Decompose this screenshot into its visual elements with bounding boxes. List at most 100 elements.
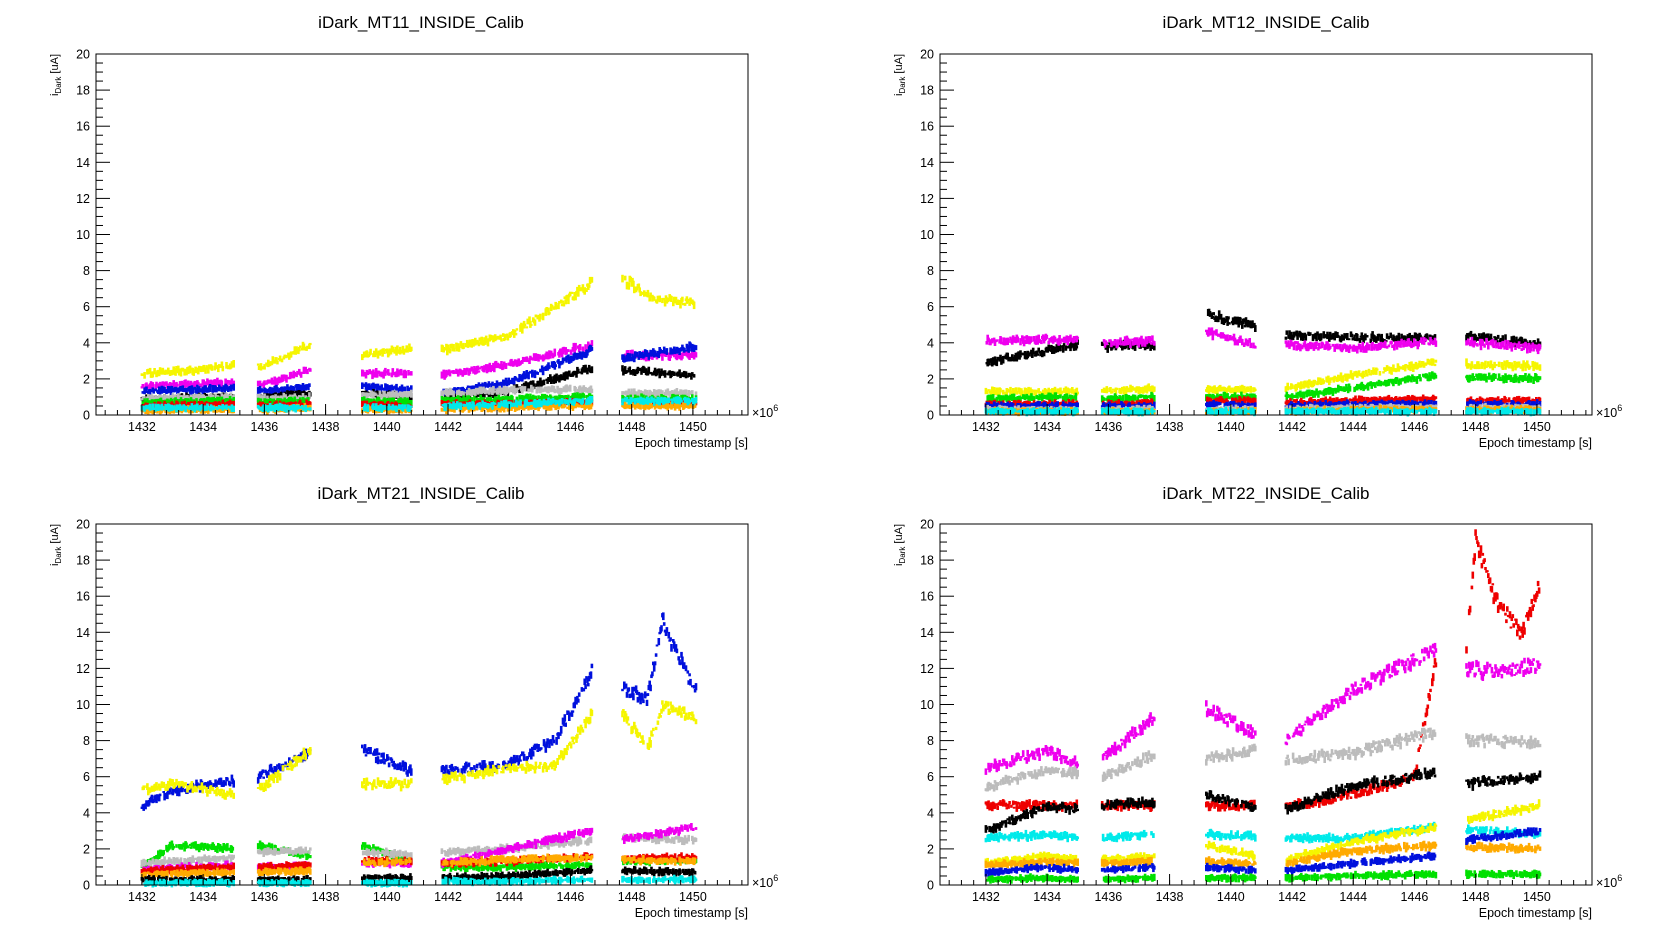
data-point [648,295,651,302]
data-point [1378,371,1382,376]
data-point [670,371,673,377]
data-point [578,371,582,374]
data-point [152,388,155,394]
data-point [387,349,391,356]
data-point [567,349,570,352]
data-point [1105,386,1109,394]
data-point [483,391,486,398]
data-point [274,379,277,386]
data-point [654,353,658,357]
data-point [541,312,545,321]
data-point [527,388,530,393]
data-point [161,367,165,374]
data-point [1075,335,1079,343]
data-point [304,392,307,398]
data-point [574,293,577,301]
data-point [1074,392,1078,401]
data-point [177,402,180,407]
data-point [404,370,407,379]
data-point [559,394,562,402]
data-point [631,349,634,357]
data-point [477,370,481,373]
data-point [361,370,365,375]
data-point [625,281,629,290]
data-point [1129,340,1132,348]
data-point [185,404,188,407]
series-magenta [985,327,1542,355]
data-point [465,343,468,348]
data-point [528,357,531,364]
data-point [1397,332,1401,338]
data-point [633,355,636,363]
data-point [476,365,480,371]
data-point [539,313,542,320]
series-green [986,371,1542,404]
data-point [390,384,394,390]
data-point [521,395,525,403]
data-point [1076,336,1079,339]
data-point [628,353,632,359]
data-point [395,383,398,391]
data-point [369,348,372,355]
data-point [474,390,477,396]
data-point [386,369,390,376]
data-point [293,372,297,376]
data-point [672,301,675,307]
data-point [288,397,291,404]
data-point [486,338,490,347]
data-point [691,390,694,396]
data-point [511,395,514,404]
series-blue [141,341,698,398]
data-point [532,383,536,389]
data-point [1309,332,1312,336]
data-point [1030,336,1033,342]
data-point [563,404,567,408]
data-point [664,389,668,396]
data-point [266,399,269,407]
data-point [525,356,529,362]
data-point [232,383,235,391]
data-point [210,365,214,371]
data-point [527,320,530,325]
data-point [157,398,160,404]
data-point [474,387,478,393]
data-point [1042,351,1046,357]
data-point [374,348,378,355]
data-point [560,395,564,401]
data-point [568,291,572,296]
data-point [514,333,518,336]
data-point [396,345,399,352]
data-point [450,389,454,396]
data-point [167,367,170,375]
data-point [215,387,218,393]
data-point [676,299,680,305]
data-point [681,296,684,302]
data-point [168,370,172,376]
data-point [473,395,476,403]
data-point [550,379,554,383]
data-point [621,391,624,396]
data-point [485,383,489,387]
data-point [170,399,174,403]
data-point [462,342,465,349]
data-point [510,381,513,384]
data-point [539,368,542,373]
data-point [391,388,395,392]
data-point [220,361,224,368]
data-point [391,346,395,352]
data-point [410,400,413,408]
data-point [663,350,667,354]
data-point [636,366,640,374]
data-point [479,394,482,402]
data-point [493,389,496,398]
data-point [265,382,268,385]
data-point [658,295,661,303]
data-point [283,386,286,393]
data-point [1215,329,1218,335]
data-point [515,396,519,401]
data-point [365,350,369,358]
data-point [366,370,370,376]
data-point [1075,345,1079,349]
data-point [448,348,452,354]
data-point [216,396,219,405]
